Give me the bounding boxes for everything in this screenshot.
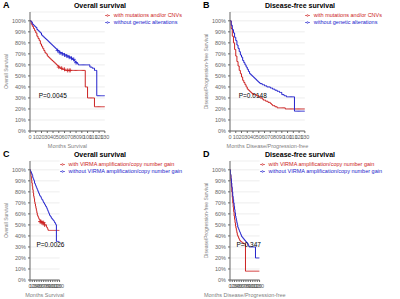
svg-text:0: 0 <box>228 134 231 140</box>
svg-text:60%: 60% <box>215 62 226 68</box>
svg-text:40%: 40% <box>15 84 26 90</box>
svg-text:Disease/Progression-free Survi: Disease/Progression-free Survival <box>203 34 209 110</box>
svg-text:130: 130 <box>255 283 264 289</box>
svg-text:Months Survival: Months Survival <box>48 143 87 149</box>
svg-text:40%: 40% <box>215 233 226 239</box>
svg-text:50%: 50% <box>215 222 226 228</box>
svg-text:50%: 50% <box>215 73 226 79</box>
svg-text:130: 130 <box>300 134 309 140</box>
svg-text:70%: 70% <box>15 51 26 57</box>
svg-text:P=0.347: P=0.347 <box>236 241 261 248</box>
svg-text:10%: 10% <box>15 117 26 123</box>
svg-text:0%: 0% <box>218 277 226 283</box>
svg-text:30%: 30% <box>15 244 26 250</box>
svg-text:0%: 0% <box>18 128 26 134</box>
svg-text:80%: 80% <box>215 189 226 195</box>
svg-text:0: 0 <box>28 134 31 140</box>
svg-text:100%: 100% <box>212 167 226 173</box>
svg-text:20%: 20% <box>15 255 26 261</box>
svg-text:70%: 70% <box>215 51 226 57</box>
svg-text:10%: 10% <box>215 266 226 272</box>
svg-text:130: 130 <box>100 134 109 140</box>
svg-text:60%: 60% <box>15 62 26 68</box>
svg-text:10%: 10% <box>215 117 226 123</box>
svg-text:40%: 40% <box>15 233 26 239</box>
svg-text:20%: 20% <box>215 106 226 112</box>
svg-text:Disease/Progression-free Survi: Disease/Progression-free Survival <box>203 183 209 259</box>
svg-text:70%: 70% <box>215 200 226 206</box>
svg-text:20%: 20% <box>15 106 26 112</box>
svg-text:90%: 90% <box>215 29 226 35</box>
svg-text:P=0.0045: P=0.0045 <box>39 92 67 99</box>
svg-text:80%: 80% <box>15 189 26 195</box>
svg-text:90%: 90% <box>15 178 26 184</box>
svg-text:80%: 80% <box>15 40 26 46</box>
svg-text:100%: 100% <box>12 18 26 24</box>
svg-text:100%: 100% <box>212 18 226 24</box>
svg-text:50%: 50% <box>15 73 26 79</box>
svg-text:70%: 70% <box>15 200 26 206</box>
svg-text:20%: 20% <box>215 255 226 261</box>
svg-text:Months Disease/Progression-fre: Months Disease/Progression-free <box>227 143 309 149</box>
svg-text:P=0.0026: P=0.0026 <box>36 241 64 248</box>
svg-text:40%: 40% <box>215 84 226 90</box>
svg-text:P=0.0148: P=0.0148 <box>239 92 267 99</box>
svg-text:90%: 90% <box>15 29 26 35</box>
svg-text:100%: 100% <box>12 167 26 173</box>
svg-text:60%: 60% <box>215 211 226 217</box>
svg-text:30%: 30% <box>215 244 226 250</box>
svg-text:Overall Survival: Overall Survival <box>8 54 9 89</box>
svg-text:60%: 60% <box>15 211 26 217</box>
svg-text:90%: 90% <box>215 178 226 184</box>
svg-text:Months Disease/Progression-fre: Months Disease/Progression-free <box>204 292 286 298</box>
svg-text:10%: 10% <box>15 266 26 272</box>
svg-text:80%: 80% <box>215 40 226 46</box>
svg-text:130: 130 <box>55 283 64 289</box>
svg-text:30%: 30% <box>215 95 226 101</box>
svg-text:0%: 0% <box>218 128 226 134</box>
svg-text:Overall Survival: Overall Survival <box>8 203 9 238</box>
svg-text:0%: 0% <box>18 277 26 283</box>
svg-text:50%: 50% <box>15 222 26 228</box>
svg-text:Months Survival: Months Survival <box>25 292 64 298</box>
svg-text:30%: 30% <box>15 95 26 101</box>
